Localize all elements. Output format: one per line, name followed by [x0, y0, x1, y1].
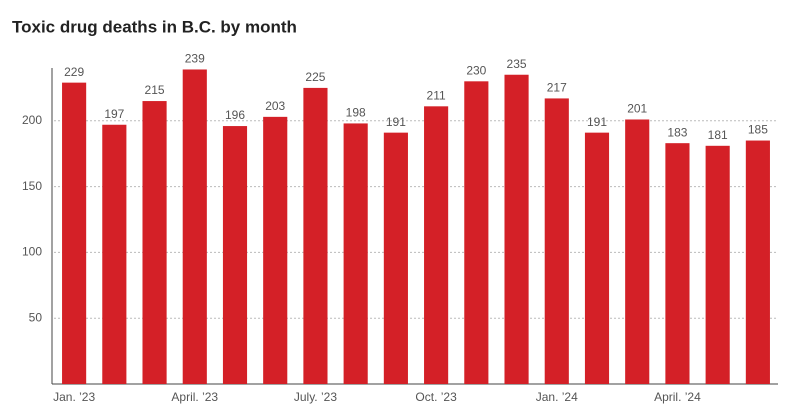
bar [584, 132, 610, 384]
x-tick-label: Jan. ’23 [53, 390, 95, 404]
y-tick-label: 100 [22, 245, 42, 259]
x-tick-label: April. ’24 [654, 390, 701, 404]
bar [424, 106, 449, 384]
value-label: 230 [466, 63, 486, 77]
value-label: 181 [708, 128, 728, 142]
bar [383, 132, 408, 384]
chart-title: Toxic drug deaths in B.C. by month [12, 17, 297, 36]
value-label: 191 [587, 115, 607, 129]
value-label: 225 [305, 70, 325, 84]
bar [705, 145, 730, 384]
value-label: 215 [145, 83, 165, 97]
bar [464, 81, 489, 384]
bar [222, 126, 248, 385]
bar [745, 140, 770, 384]
bar [62, 82, 87, 385]
bar [625, 119, 650, 384]
bar [504, 74, 529, 385]
value-label: 198 [346, 106, 366, 120]
bar [303, 87, 328, 385]
bar [544, 98, 569, 384]
value-label: 211 [427, 88, 446, 102]
bar [142, 101, 167, 384]
bar [263, 116, 288, 385]
value-label: 185 [748, 123, 768, 137]
value-label: 191 [386, 115, 406, 129]
value-label: 217 [547, 81, 567, 95]
bar [343, 123, 368, 384]
value-label: 235 [507, 57, 527, 71]
x-tick-label: April. ’23 [171, 390, 218, 404]
y-tick-label: 200 [22, 113, 42, 127]
value-label: 239 [185, 52, 205, 66]
y-tick-label: 50 [29, 310, 43, 324]
x-tick-label: July. ’23 [294, 390, 337, 404]
value-label: 196 [225, 108, 245, 122]
value-label: 229 [64, 65, 84, 79]
bar [182, 69, 207, 384]
value-label: 201 [627, 102, 647, 116]
bar [102, 124, 127, 385]
bar [665, 143, 690, 384]
value-label: 203 [265, 99, 285, 113]
value-label: 197 [104, 107, 124, 121]
y-tick-label: 150 [22, 179, 42, 193]
value-label: 183 [667, 125, 687, 139]
x-tick-label: Jan. ’24 [536, 390, 578, 404]
x-tick-label: Oct. ’23 [415, 390, 457, 404]
